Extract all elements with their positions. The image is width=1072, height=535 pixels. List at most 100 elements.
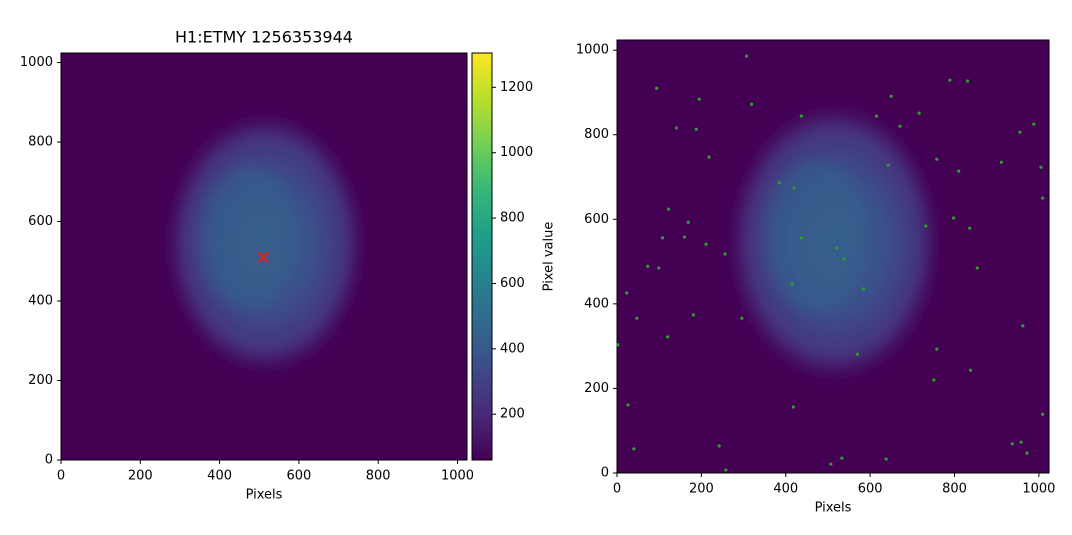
point (635, 316, 639, 320)
point (975, 266, 979, 270)
point (952, 216, 956, 220)
x-tick-label: 800 (366, 469, 391, 484)
point (707, 155, 711, 159)
y-tick-label: 200 (584, 381, 609, 396)
point (646, 264, 650, 268)
y-tick-label: 600 (28, 214, 53, 229)
point (626, 403, 630, 407)
point (948, 78, 952, 82)
point (655, 86, 659, 90)
point (660, 236, 665, 240)
point (1018, 130, 1022, 134)
x-tick-label: 400 (773, 482, 798, 497)
point (704, 242, 708, 246)
point (694, 127, 698, 131)
colorbar-label: Pixel value (542, 222, 557, 292)
point (674, 126, 679, 130)
point (682, 235, 687, 239)
point (861, 287, 865, 291)
y-tick-label: 1000 (576, 43, 609, 58)
y-tick-label: 0 (45, 453, 53, 468)
x-axis-label: Pixels (246, 488, 283, 503)
point (1041, 196, 1045, 200)
colorbar-tick-label: 1200 (500, 80, 533, 95)
y-tick-label: 1000 (20, 55, 53, 70)
point (957, 169, 961, 173)
point (1025, 451, 1029, 455)
point (842, 257, 846, 261)
axes-frame (60, 52, 468, 461)
point (749, 102, 754, 106)
x-tick-label: 200 (689, 482, 714, 497)
x-tick-label: 1000 (441, 469, 474, 484)
colorbar-tick-label: 600 (500, 276, 525, 291)
y-tick-label: 800 (28, 135, 53, 150)
point (855, 352, 860, 356)
point (686, 220, 690, 224)
point (717, 444, 721, 448)
y-tick-label: 400 (584, 296, 609, 311)
x-tick-label: 0 (57, 469, 65, 484)
marker (257, 251, 270, 264)
point (999, 160, 1003, 164)
point (1021, 324, 1025, 328)
point (932, 378, 936, 382)
point (724, 468, 728, 472)
point (625, 291, 629, 295)
chart-title: H1:ETMY 1256353944 (175, 28, 353, 47)
point (886, 163, 890, 167)
y-tick-label: 600 (584, 212, 609, 227)
point (799, 114, 803, 118)
x-tick-label: 800 (942, 482, 967, 497)
point (697, 97, 701, 101)
point (723, 252, 727, 256)
point (657, 266, 661, 270)
point (917, 111, 921, 115)
point (968, 368, 973, 372)
x-tick-label: 600 (286, 469, 311, 484)
point (840, 456, 844, 460)
colorbar (471, 52, 493, 461)
point (935, 347, 939, 351)
point (1041, 412, 1045, 416)
point (835, 246, 839, 250)
point (829, 462, 833, 466)
point (889, 94, 893, 98)
x-axis-label: Pixels (815, 501, 852, 516)
y-tick-label: 0 (601, 466, 609, 481)
colorbar-tick-label: 400 (500, 341, 525, 356)
point (935, 157, 939, 161)
point (791, 405, 795, 409)
point (666, 335, 670, 339)
point (1039, 165, 1043, 169)
point (777, 181, 782, 185)
x-tick-label: 1000 (1022, 482, 1055, 497)
x-tick-label: 600 (858, 482, 883, 497)
point (666, 207, 671, 211)
point (924, 224, 928, 228)
point (790, 282, 794, 286)
point (968, 226, 972, 230)
point (1032, 122, 1036, 126)
point (1019, 440, 1023, 444)
point (884, 457, 888, 461)
x-tick-label: 0 (613, 482, 621, 497)
colorbar-tick-label: 800 (500, 211, 525, 226)
point (632, 447, 636, 451)
colorbar-tick-label: 1000 (500, 145, 533, 160)
point (691, 313, 695, 317)
point (898, 124, 902, 128)
colorbar-tick-label: 200 (500, 407, 525, 422)
y-tick-label: 200 (28, 373, 53, 388)
beam-core (764, 160, 866, 313)
x-tick-label: 400 (207, 469, 232, 484)
point (744, 54, 749, 58)
axes-frame (616, 39, 1050, 474)
point (740, 316, 744, 320)
point (799, 236, 803, 240)
point (965, 79, 970, 83)
y-tick-label: 800 (584, 127, 609, 142)
beam-core (199, 165, 295, 309)
point (792, 186, 796, 190)
